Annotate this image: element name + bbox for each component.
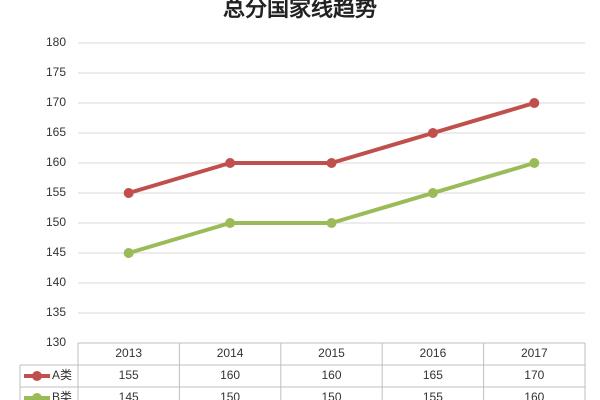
x-tick-label: 2016 <box>420 346 447 360</box>
table-cell: 145 <box>119 390 139 400</box>
table-cell: 150 <box>220 390 240 400</box>
legend-key-marker <box>32 371 42 381</box>
y-tick-label: 175 <box>46 65 66 79</box>
data-point <box>123 248 134 258</box>
table-cell: 160 <box>220 368 240 382</box>
table-cell: 165 <box>423 368 443 382</box>
y-tick-label: 145 <box>46 245 66 259</box>
y-tick-label: 170 <box>46 95 66 109</box>
data-point <box>225 218 236 228</box>
legend-label: B类 <box>52 390 72 400</box>
y-tick-label: 130 <box>46 335 66 349</box>
table-cell: 155 <box>423 390 443 400</box>
data-point <box>225 158 236 168</box>
data-point <box>427 188 438 198</box>
y-tick-label: 165 <box>46 125 66 139</box>
data-point <box>123 188 134 198</box>
table-cell: 150 <box>321 390 341 400</box>
chart-title: 总分国家线趋势 <box>223 0 377 22</box>
table-cell: 170 <box>524 368 544 382</box>
x-tick-label: 2013 <box>115 346 142 360</box>
x-tick-label: 2015 <box>318 346 345 360</box>
y-tick-label: 180 <box>46 35 66 49</box>
y-tick-label: 150 <box>46 215 66 229</box>
data-point <box>529 158 540 168</box>
data-point <box>326 158 337 168</box>
legend-label: A类 <box>52 368 72 382</box>
data-point <box>427 128 438 138</box>
y-tick-label: 160 <box>46 155 66 169</box>
y-tick-label: 140 <box>46 275 66 289</box>
table-cell: 160 <box>524 390 544 400</box>
data-point <box>326 218 337 228</box>
x-tick-label: 2014 <box>217 346 244 360</box>
table-cell: 160 <box>321 368 341 382</box>
x-tick-label: 2017 <box>521 346 548 360</box>
data-point <box>529 98 540 108</box>
table-cell: 155 <box>119 368 139 382</box>
y-tick-label: 155 <box>46 185 66 199</box>
y-tick-label: 135 <box>46 305 66 319</box>
legend-key-marker <box>32 393 42 400</box>
